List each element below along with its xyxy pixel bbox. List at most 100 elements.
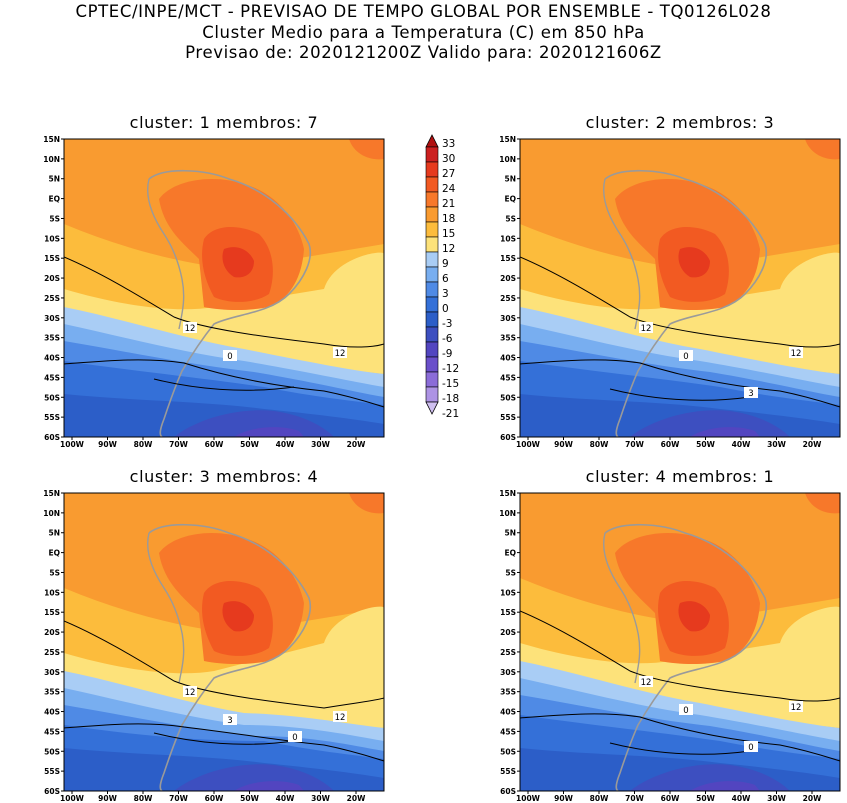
lat-tick-label: 5S: [505, 214, 516, 223]
temp-field-21-ne: [349, 139, 384, 160]
contour-label: 12: [641, 324, 652, 334]
colorbar-segment: [425, 161, 439, 178]
temp-field-27: [678, 601, 710, 632]
lat-tick-label: 40S: [44, 354, 60, 363]
map-frame: [63, 492, 385, 792]
lat-tick-label: 15N: [499, 489, 516, 498]
lat-tick-label: 35S: [44, 688, 60, 697]
lon-tick-label: 50W: [696, 440, 715, 449]
contour-12: [520, 610, 840, 702]
coastline: [604, 169, 767, 437]
lat-tick-label: 15S: [500, 254, 516, 263]
lat-tick-label: EQ: [505, 195, 517, 204]
lon-tick-label: 60W: [205, 794, 224, 803]
lat-tick-label: 30S: [500, 668, 516, 677]
contour-label: 12: [791, 349, 802, 359]
colorbar-tick-label: 24: [442, 183, 456, 195]
contour-0: [520, 713, 840, 762]
lat-tick-label: 5S: [505, 568, 516, 577]
colorbar-tick-label: -12: [442, 363, 459, 375]
lon-tick-label: 100W: [516, 440, 541, 449]
contour-3: [609, 388, 751, 401]
lat-tick-label: 35S: [44, 334, 60, 343]
lat-tick-label: 50S: [44, 747, 60, 756]
contour-label: 12: [335, 349, 346, 359]
colorbar-tick-label: 18: [442, 213, 455, 225]
lat-tick-label: 60S: [44, 433, 60, 442]
colorbar-segment: [425, 266, 439, 283]
colorbar-segment: [425, 236, 439, 253]
lat-tick-label: 15S: [500, 608, 516, 617]
colorbar-tick-label: 9: [442, 258, 449, 270]
lat-tick-label: 10S: [500, 234, 516, 243]
contour-label-box: [223, 350, 237, 361]
lat-tick-label: 5S: [49, 568, 60, 577]
lat-tick-label: 60S: [500, 787, 516, 796]
lat-tick-label: 40S: [44, 708, 60, 717]
map-frame: [519, 492, 841, 792]
lat-tick-label: 45S: [44, 373, 60, 382]
contour-label-box: [744, 387, 758, 398]
lon-tick-label: 40W: [732, 794, 751, 803]
temp-field-21-ne: [349, 493, 384, 514]
contour-label: 0: [292, 733, 297, 743]
lon-tick-label: 30W: [767, 440, 786, 449]
lon-tick-label: 100W: [60, 794, 85, 803]
lat-tick-label: 20S: [44, 628, 60, 637]
lon-tick-label: 60W: [661, 440, 680, 449]
contour-label: 0: [748, 743, 753, 753]
lat-tick-label: 40S: [500, 354, 516, 363]
contour-label: 12: [185, 324, 196, 334]
lat-tick-label: 45S: [500, 373, 516, 382]
contour-label: 12: [641, 678, 652, 688]
contour-3: [609, 742, 751, 755]
colorbar-tick-label: 30: [442, 153, 455, 165]
lat-tick-label: 25S: [500, 648, 516, 657]
lat-tick-label: 55S: [500, 413, 516, 422]
lat-tick-label: 10S: [500, 588, 516, 597]
contour-0: [64, 723, 384, 762]
colorbar-segment: [425, 326, 439, 343]
lat-tick-label: 60S: [44, 787, 60, 796]
lon-tick-label: 30W: [311, 440, 330, 449]
panel-1-title: cluster: 1 membros: 7: [129, 113, 319, 132]
coastline: [148, 169, 311, 437]
lat-tick-label: 15N: [43, 489, 60, 498]
lat-tick-label: 20S: [44, 274, 60, 283]
lat-tick-label: EQ: [49, 195, 61, 204]
contour-3: [153, 732, 295, 745]
lat-tick-label: 15N: [43, 135, 60, 144]
lat-tick-label: 60S: [500, 433, 516, 442]
colorbar-bottom-arrow: [425, 401, 439, 415]
colorbar-tick-label: 6: [442, 273, 449, 285]
lon-tick-label: 30W: [311, 794, 330, 803]
coastline: [604, 523, 767, 791]
colorbar-tick-label: -18: [442, 393, 459, 405]
contour-label-box: [183, 322, 197, 333]
panel-3-title: cluster: 3 membros: 4: [129, 467, 319, 486]
contour-label-box: [679, 350, 693, 361]
contour-label-box: [223, 714, 237, 725]
map-frame: [519, 138, 841, 438]
colorbar-tick-label: 12: [442, 243, 455, 255]
colorbar-tick-label: -15: [442, 378, 459, 390]
lat-tick-label: 10N: [499, 509, 516, 518]
lon-tick-label: 90W: [98, 794, 117, 803]
lon-tick-label: 50W: [240, 440, 259, 449]
lon-tick-label: 20W: [803, 440, 822, 449]
contour-label: 3: [748, 389, 753, 399]
lon-tick-label: 100W: [60, 440, 85, 449]
contour-label-box: [639, 322, 653, 333]
map-frame: [63, 138, 385, 438]
colorbar-tick-label: 21: [442, 198, 455, 210]
colorbar-segment: [425, 371, 439, 388]
lat-tick-label: 35S: [500, 334, 516, 343]
colorbar-tick-label: -21: [442, 408, 459, 420]
temp-field-27: [678, 247, 710, 278]
colorbar-tick-label: 27: [442, 168, 455, 180]
coastline: [148, 523, 311, 791]
lon-tick-label: 70W: [169, 794, 188, 803]
colorbar-tick-label: -3: [442, 318, 452, 330]
